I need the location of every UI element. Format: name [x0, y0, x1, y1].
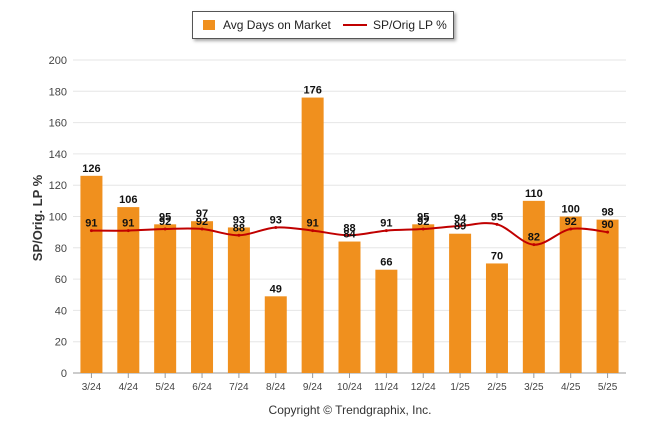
line-point[interactable]	[495, 222, 499, 226]
line-value-label: 91	[307, 218, 319, 230]
bar[interactable]	[154, 224, 177, 373]
bar-value-label: 97	[196, 208, 208, 220]
line-value-label: 95	[491, 211, 503, 223]
bar-value-label: 95	[159, 211, 171, 223]
legend: Avg Days on Market SP/Orig LP %	[192, 11, 454, 39]
y-tick-label: 120	[49, 180, 67, 192]
line-value-label: 92	[196, 216, 208, 228]
bar-value-label: 95	[417, 211, 429, 223]
bar[interactable]	[596, 219, 619, 373]
y-tick-label: 180	[49, 86, 67, 98]
line-point[interactable]	[89, 229, 93, 233]
bar[interactable]	[191, 221, 214, 373]
data-labels: 126 106 95 97 93 49 176 84 66 95 89 70 110 100 98 91 91 9…	[82, 85, 613, 296]
x-tick-label: 3/25	[524, 382, 544, 393]
x-tick-label: 8/24	[266, 382, 286, 393]
line-point[interactable]	[311, 229, 315, 233]
x-tick-label: 11/24	[374, 382, 399, 393]
line-series	[89, 222, 610, 247]
y-tick-label: 140	[49, 149, 67, 161]
x-tick-label: 4/24	[119, 382, 139, 393]
line-point[interactable]	[458, 224, 462, 228]
bar-value-label: 49	[270, 283, 282, 295]
y-tick-label: 80	[55, 243, 67, 255]
x-tick-label: 1/25	[450, 382, 470, 393]
x-tick-label: 6/24	[192, 382, 212, 393]
line-point[interactable]	[274, 225, 278, 229]
line-value-label: 91	[380, 218, 392, 230]
y-axis-ticks: 0 20 40 60 80 100 120 140 160 180 200	[49, 55, 67, 380]
copyright-footer: Copyright © Trendgraphix, Inc.	[269, 403, 432, 417]
bar-value-label: 70	[491, 250, 503, 262]
line-point[interactable]	[200, 227, 204, 231]
bar[interactable]	[485, 263, 508, 373]
bar-value-label: 84	[343, 229, 356, 241]
bar[interactable]	[301, 97, 324, 373]
x-tick-label: 2/25	[487, 382, 507, 393]
x-tick-label: 5/24	[155, 382, 175, 393]
y-tick-label: 0	[61, 368, 67, 380]
bar-value-label: 126	[82, 163, 100, 175]
line-point[interactable]	[237, 233, 241, 237]
line-point[interactable]	[532, 243, 536, 247]
line-value-label: 91	[85, 218, 97, 230]
bar-value-label: 106	[119, 194, 137, 206]
line-point[interactable]	[384, 229, 388, 233]
y-tick-label: 40	[55, 305, 67, 317]
bar-value-label: 66	[380, 257, 392, 269]
bar[interactable]	[80, 175, 103, 373]
bar[interactable]	[522, 200, 545, 373]
bar-value-label: 98	[601, 207, 613, 219]
x-tick-label: 12/24	[411, 382, 436, 393]
legend-bar-label: Avg Days on Market	[223, 18, 331, 32]
line-point[interactable]	[606, 230, 610, 234]
line-value-label: 88	[343, 222, 355, 234]
bar[interactable]	[449, 233, 472, 373]
line-value-label: 94	[454, 213, 467, 225]
bar[interactable]	[412, 224, 435, 373]
bar[interactable]	[117, 207, 140, 373]
line-point[interactable]	[163, 227, 167, 231]
x-tick-label: 9/24	[303, 382, 323, 393]
y-tick-label: 200	[49, 55, 67, 67]
line-point[interactable]	[348, 233, 351, 237]
y-tick-label: 100	[49, 212, 67, 224]
y-tick-label: 20	[55, 337, 67, 349]
y-tick-label: 160	[49, 118, 67, 130]
line-value-label: 92	[417, 216, 429, 228]
legend-line-swatch	[343, 24, 367, 26]
y-tick-label: 60	[55, 274, 67, 286]
bar-value-label: 100	[562, 204, 580, 216]
bar[interactable]	[227, 227, 250, 373]
line-value-label: 93	[270, 214, 282, 226]
bar-value-label: 176	[303, 85, 321, 97]
x-tick-label: 4/25	[561, 382, 581, 393]
y-axis-label: SP/Orig. LP %	[30, 174, 45, 261]
x-tick-label: 7/24	[229, 382, 249, 393]
line-point[interactable]	[569, 227, 573, 231]
line-value-label: 92	[159, 216, 171, 228]
line-value-label: 92	[565, 216, 577, 228]
bar[interactable]	[338, 241, 361, 373]
line-point[interactable]	[126, 229, 130, 233]
line-value-label: 82	[528, 232, 540, 244]
x-tick-label: 5/25	[598, 382, 618, 393]
bar[interactable]	[375, 269, 398, 373]
bar-value-label: 89	[454, 221, 466, 233]
legend-line-label: SP/Orig LP %	[373, 18, 447, 32]
x-axis-ticks: 3/24 4/24 5/24 6/24 7/24 8/24 9/24 10/24 11/24 12…	[82, 373, 618, 393]
bar-value-label: 110	[525, 188, 543, 200]
line-value-label: 88	[233, 222, 245, 234]
bar-series	[80, 97, 619, 374]
x-tick-label: 3/24	[82, 382, 102, 393]
bar[interactable]	[559, 216, 582, 374]
line-value-label: 91	[122, 218, 134, 230]
x-tick-label: 10/24	[337, 382, 362, 393]
bar-value-label: 93	[233, 214, 245, 226]
bar[interactable]	[264, 296, 287, 373]
line-point[interactable]	[421, 227, 425, 231]
line-value-label: 90	[601, 219, 613, 231]
legend-bar-swatch	[203, 20, 215, 30]
